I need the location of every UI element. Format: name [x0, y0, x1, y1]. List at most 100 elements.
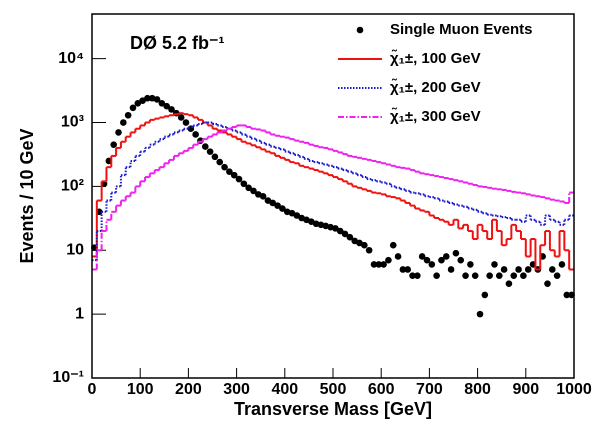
- data-point: [124, 111, 132, 119]
- data-point: [389, 241, 397, 249]
- data-point: [433, 272, 440, 279]
- data-point: [428, 261, 436, 268]
- data-point: [380, 261, 387, 268]
- data-point: [250, 187, 257, 195]
- data-point: [221, 163, 228, 171]
- data-point: [505, 280, 513, 287]
- legend-label: χ̃₁±, 300 GeV: [390, 107, 481, 125]
- data-point: [414, 272, 421, 279]
- y-tick-label: 1: [75, 305, 84, 322]
- data-point: [447, 266, 455, 273]
- data-point: [153, 96, 161, 103]
- data-point: [332, 225, 339, 232]
- data-point: [418, 253, 426, 260]
- data-point: [230, 171, 238, 179]
- data-point: [491, 261, 498, 268]
- y-tick-label: 10²: [61, 178, 84, 195]
- data-point: [500, 266, 508, 273]
- data-point: [192, 131, 199, 138]
- data-point: [341, 230, 349, 238]
- data-point: [457, 256, 465, 264]
- data-point: [370, 261, 378, 268]
- data-point: [365, 246, 373, 254]
- data-point: [269, 199, 277, 207]
- x-tick-label: 400: [271, 381, 298, 398]
- data-point: [486, 272, 493, 279]
- data-point: [409, 272, 416, 279]
- data-point: [423, 256, 431, 264]
- data-point: [553, 272, 561, 279]
- annotation: DØ 5.2 fb⁻¹: [130, 33, 225, 53]
- data-point: [404, 266, 412, 273]
- data-point: [110, 141, 117, 148]
- data-point: [336, 227, 344, 235]
- data-point: [274, 202, 281, 209]
- data-point: [361, 241, 368, 249]
- data-point: [201, 143, 209, 150]
- data-point: [563, 291, 571, 299]
- data-point: [510, 272, 518, 279]
- data-point: [216, 158, 224, 166]
- x-tick-label: 200: [175, 381, 202, 398]
- data-point: [120, 119, 127, 126]
- data-point: [163, 102, 171, 110]
- data-point: [568, 291, 575, 299]
- data-point: [481, 291, 489, 299]
- data-point: [182, 119, 190, 126]
- data-point: [467, 261, 474, 268]
- data-point: [134, 99, 142, 107]
- x-tick-label: 500: [320, 381, 347, 398]
- data-point: [385, 256, 392, 264]
- data-point: [399, 266, 407, 273]
- data-point: [168, 106, 175, 113]
- legend-marker: [356, 26, 364, 34]
- data-point: [544, 280, 551, 287]
- data-point: [279, 205, 286, 212]
- x-tick-label: 300: [223, 381, 250, 398]
- data-point: [115, 129, 122, 136]
- data-point: [245, 184, 252, 192]
- x-tick-label: 0: [88, 381, 97, 398]
- plot-frame: [91, 13, 575, 379]
- data-point: [375, 261, 383, 268]
- data-point: [462, 272, 469, 279]
- data-point: [549, 266, 556, 273]
- legend-label: χ̃₁±, 100 GeV: [390, 49, 481, 67]
- data-point: [259, 192, 267, 200]
- data-point: [235, 175, 243, 183]
- data-point: [520, 272, 527, 279]
- x-axis-label: Transverse Mass [GeV]: [234, 399, 432, 419]
- x-tick-label: 900: [512, 381, 539, 398]
- y-tick-label: 10⁴: [58, 50, 84, 67]
- y-tick-label: 10⁻¹: [52, 369, 84, 386]
- data-point: [442, 253, 450, 260]
- y-tick-label: 10³: [61, 114, 84, 131]
- data-point: [226, 168, 233, 175]
- data-point: [177, 114, 185, 121]
- data-point: [129, 104, 137, 112]
- data-point: [471, 272, 479, 279]
- data-point: [524, 266, 532, 273]
- data-point: [211, 153, 219, 161]
- legend-label: Single Muon Events: [390, 21, 533, 38]
- data-point: [476, 310, 484, 318]
- y-axis-label: Events / 10 GeV: [17, 128, 37, 263]
- data-point: [515, 266, 522, 273]
- data-point: [495, 272, 503, 279]
- data-point: [394, 253, 402, 260]
- x-tick-label: 1000: [556, 381, 592, 398]
- data-point: [144, 94, 151, 102]
- data-point: [452, 249, 460, 257]
- data-point: [158, 99, 166, 107]
- x-tick-label: 700: [416, 381, 443, 398]
- x-tick-label: 800: [464, 381, 491, 398]
- y-tick-label: 10: [66, 241, 84, 258]
- legend-label: χ̃₁±, 200 GeV: [390, 78, 481, 96]
- data-point: [346, 233, 354, 241]
- x-tick-label: 100: [127, 381, 154, 398]
- data-point: [240, 180, 248, 188]
- data-point: [558, 261, 566, 268]
- x-tick-label: 600: [368, 381, 395, 398]
- data-point: [206, 148, 214, 155]
